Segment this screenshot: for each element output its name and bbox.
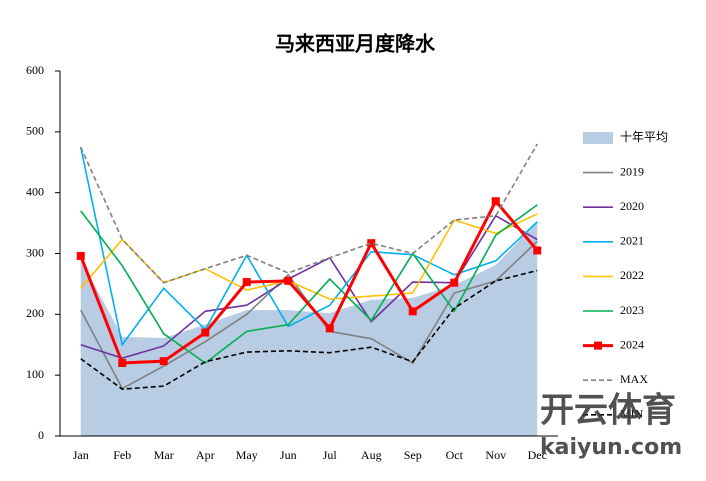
- x-tick-label: Nov: [485, 448, 506, 462]
- marker: [325, 324, 334, 333]
- area: [80, 221, 538, 436]
- line: [80, 204, 538, 364]
- legend-label: 2022: [620, 268, 644, 282]
- marker: [450, 278, 459, 287]
- x-tick-label: Apr: [196, 448, 215, 462]
- x-tick-label: Oct: [446, 448, 464, 462]
- y-tick-label: 600: [26, 63, 44, 77]
- y-tick-label: 400: [26, 184, 44, 198]
- marker: [408, 307, 417, 316]
- line: [80, 269, 538, 390]
- legend-label: 2023: [620, 303, 644, 317]
- legend-swatch: [583, 132, 613, 144]
- x-tick-label: Sep: [404, 448, 422, 462]
- y-tick-label: 300: [26, 245, 44, 259]
- x-tick-label: Mar: [154, 448, 174, 462]
- marker: [118, 359, 127, 367]
- legend-label: 2020: [620, 199, 644, 213]
- x-tick-label: Jul: [323, 448, 338, 462]
- x-tick-label: Jan: [73, 448, 89, 462]
- legend-label: 十年平均: [620, 130, 668, 144]
- x-tick-label: Feb: [113, 448, 131, 462]
- y-tick-label: 0: [38, 428, 44, 442]
- legend-label: MIN: [620, 407, 644, 421]
- marker: [76, 251, 85, 260]
- line: [80, 143, 538, 284]
- marker: [367, 239, 376, 248]
- line: [79, 146, 538, 347]
- legend-label: MAX: [620, 372, 648, 386]
- marker: [159, 357, 168, 366]
- marker: [242, 278, 251, 287]
- legend-label: 2019: [620, 164, 644, 178]
- marker: [533, 246, 542, 255]
- y-tick-label: 200: [26, 306, 44, 320]
- legend-marker: [594, 341, 602, 350]
- marker: [201, 328, 210, 337]
- watermark: kaiyun.com: [540, 435, 682, 460]
- line: [79, 198, 539, 365]
- marker: [491, 197, 500, 206]
- x-tick-label: May: [236, 448, 258, 462]
- x-tick-label: Jun: [280, 448, 297, 462]
- chart-title: 马来西亚月度降水: [275, 32, 436, 56]
- x-tick-label: Aug: [361, 448, 382, 462]
- legend-label: 2024: [620, 337, 644, 351]
- y-tick-label: 500: [26, 124, 44, 138]
- watermark: 开云体育: [540, 391, 676, 431]
- legend-label: 2021: [620, 234, 644, 248]
- y-tick-label: 100: [26, 367, 44, 381]
- x-tick-label: Dec: [528, 448, 547, 462]
- line: [80, 213, 538, 300]
- marker: [284, 276, 293, 285]
